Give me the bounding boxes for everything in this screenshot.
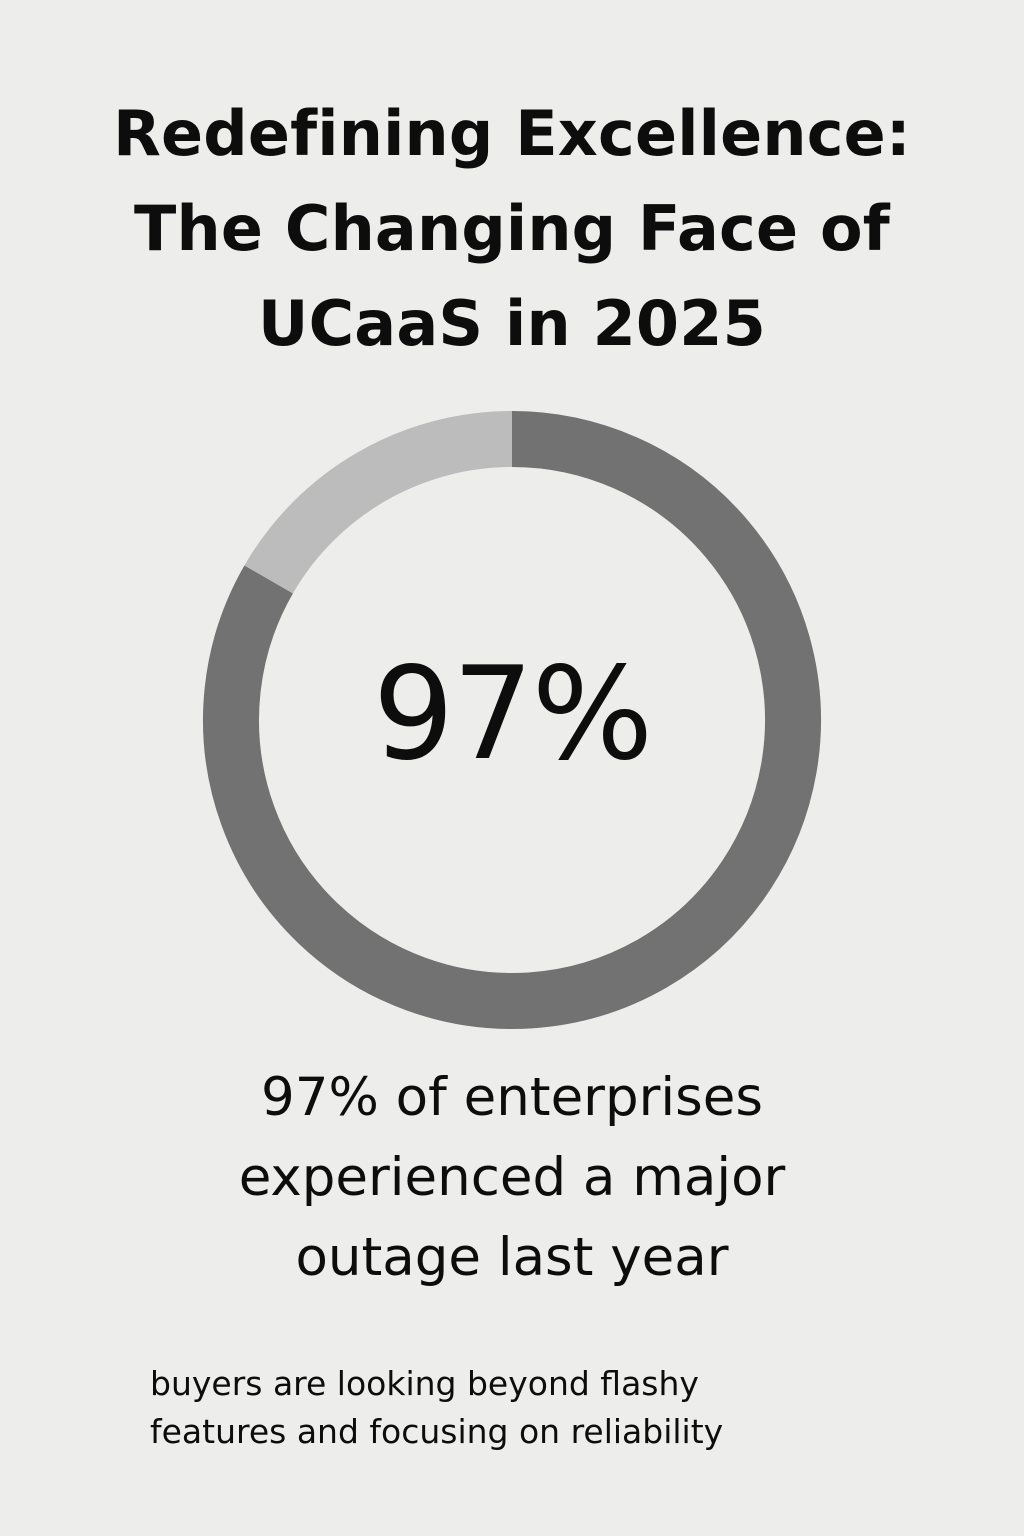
title-line-1: Redefining Excellence: <box>113 97 911 170</box>
footnote-line-1: buyers are looking beyond flashy <box>150 1364 699 1403</box>
donut-chart <box>203 411 821 1029</box>
donut-highlight-arc <box>203 411 821 1029</box>
stat-description-line-2: experienced a major <box>238 1147 786 1208</box>
donut-chart-arcs <box>203 411 821 1029</box>
stat-description-line-1: 97% of enterprises <box>261 1067 763 1128</box>
donut-remainder-arc <box>244 411 513 594</box>
title-line-2: The Changing Face of <box>134 192 890 265</box>
stat-description: 97% of enterprises experienced a major o… <box>112 1058 912 1298</box>
title-line-3: UCaaS in 2025 <box>258 287 766 360</box>
donut-center-label: 97% <box>372 640 654 789</box>
page-title: Redefining Excellence: The Changing Face… <box>40 86 984 371</box>
footnote: buyers are looking beyond flashy feature… <box>150 1360 910 1456</box>
footnote-line-2: features and focusing on reliability <box>150 1412 724 1451</box>
stat-description-line-3: outage last year <box>295 1227 729 1288</box>
